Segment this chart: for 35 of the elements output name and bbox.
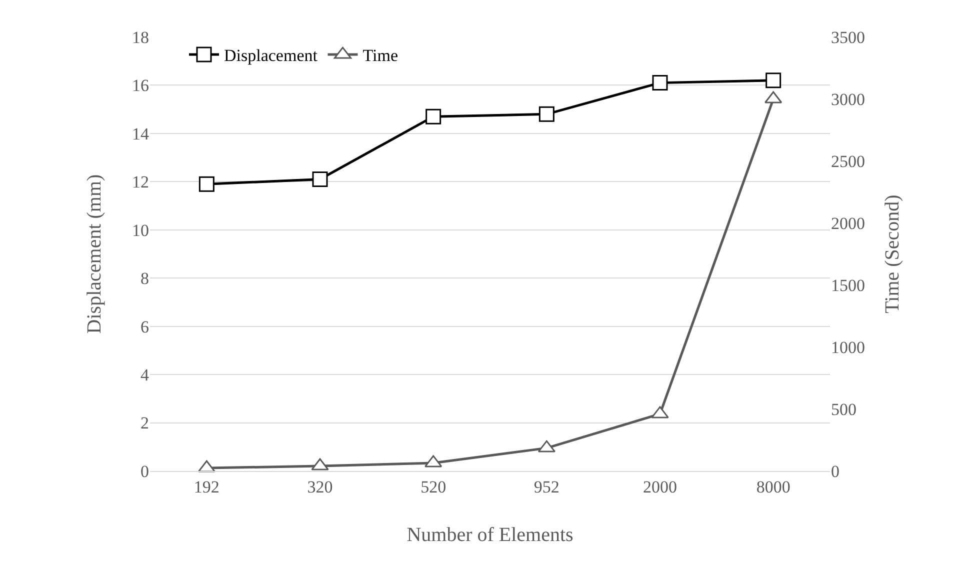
y2-axis-title: Time (Second) [882,194,904,314]
x-tick-label: 2000 [643,477,677,496]
y2-tick-label: 1500 [831,276,865,295]
y-tick-label: 0 [140,462,149,481]
y-tick-label: 16 [132,76,149,96]
x-tick-label: 192 [194,477,220,496]
y2-tick-label: 2500 [831,152,865,171]
point [198,176,214,192]
y2-tick-label: 3500 [831,28,865,47]
x-tick-label: 520 [420,477,446,496]
y-tick-label: 8 [140,269,149,288]
legend-label: Time [362,46,398,66]
point [766,72,782,88]
y-tick-label: 6 [140,317,149,336]
y-tick-label: 12 [132,172,149,192]
point [426,108,442,124]
y-tick-label: 2 [140,414,149,433]
y2-tick-label: 2000 [831,214,865,233]
y-tick-label: 18 [132,28,149,47]
x-tick-label: 8000 [756,477,790,496]
y-axis-title: Displacement (mm) [84,174,106,334]
legend-label: Displacement [224,46,318,66]
point [538,106,554,122]
y2-tick-label: 1000 [831,338,865,357]
y2-tick-label: 500 [831,400,856,419]
x-tick-label: 320 [307,477,333,496]
y2-tick-label: 3000 [831,90,865,109]
y2-tick-label: 0 [831,462,840,481]
y-tick-label: 4 [140,366,150,385]
point [652,75,668,91]
y-tick-label: 14 [132,124,150,144]
x-tick-label: 952 [534,477,560,496]
x-axis-title: Number of Elements [406,524,574,546]
point [312,172,328,188]
y-tick-label: 10 [132,220,149,240]
